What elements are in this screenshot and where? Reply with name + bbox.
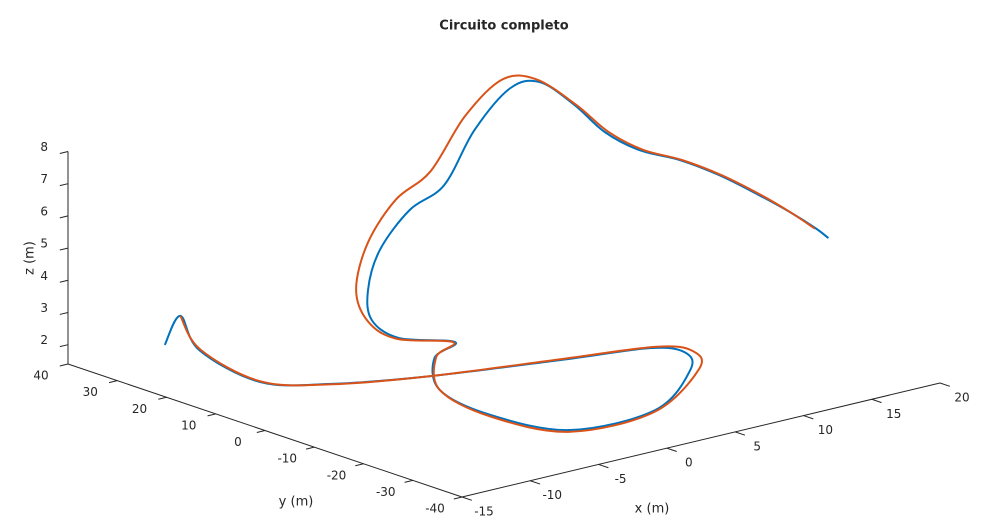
y-tick-label: 20 [132,402,147,416]
x-tick-label: 10 [818,423,833,437]
z-tick-label: 5 [40,237,48,251]
z-axis-label: z (m) [23,241,38,275]
y-tick-label: 10 [181,418,196,432]
z-tick [59,183,69,187]
x-axis-line [461,382,941,498]
x-tick-label: 15 [886,407,901,421]
y-tick [305,446,315,450]
x-tick-label: -15 [474,505,494,519]
x-tick [734,431,746,436]
z-tick [59,279,69,283]
z-tick-label: 6 [40,204,48,218]
x-tick [871,398,882,404]
series-line [179,74,816,433]
z-tick-label: 8 [40,140,48,154]
z-tick [59,247,69,251]
x-tick [939,382,951,387]
z-tick [59,151,69,154]
y-tick-label: 0 [234,435,242,449]
y-tick-label: -10 [277,452,297,466]
y-tick-label: -30 [376,485,396,499]
y-tick [355,463,364,467]
x-tick [803,415,814,420]
y-tick [404,479,413,483]
x-tick-label: 20 [954,391,969,405]
x-tick-label: 5 [753,439,761,453]
y-tick [108,380,118,384]
y-tick [158,396,167,400]
x-tick-label: -5 [615,472,627,486]
x-tick [530,480,541,485]
x-tick-label: 0 [685,456,693,470]
z-tick [59,344,69,348]
y-tick [59,363,69,367]
y-tick [256,430,266,433]
x-tick [666,447,677,452]
z-tick-label: 3 [40,301,48,315]
y-tick [207,413,216,417]
chart-title: Circuito completo [439,19,568,34]
x-tick [598,463,609,469]
y-tick-label: -40 [425,502,445,516]
x-axis-label: x (m) [635,502,670,517]
z-tick-label: 4 [40,269,48,283]
y-tick [453,496,463,500]
y-tick-label: 30 [83,385,98,399]
x-tick-label: -10 [542,488,562,502]
z-tick [59,311,69,315]
z-tick [59,215,69,219]
z-tick-label: 2 [40,333,48,347]
x-tick [461,496,473,501]
y-tick-label: -20 [327,468,347,482]
y-axis-label: y (m) [279,495,314,510]
y-tick-label: 40 [33,369,48,383]
z-tick-label: 7 [40,172,48,186]
